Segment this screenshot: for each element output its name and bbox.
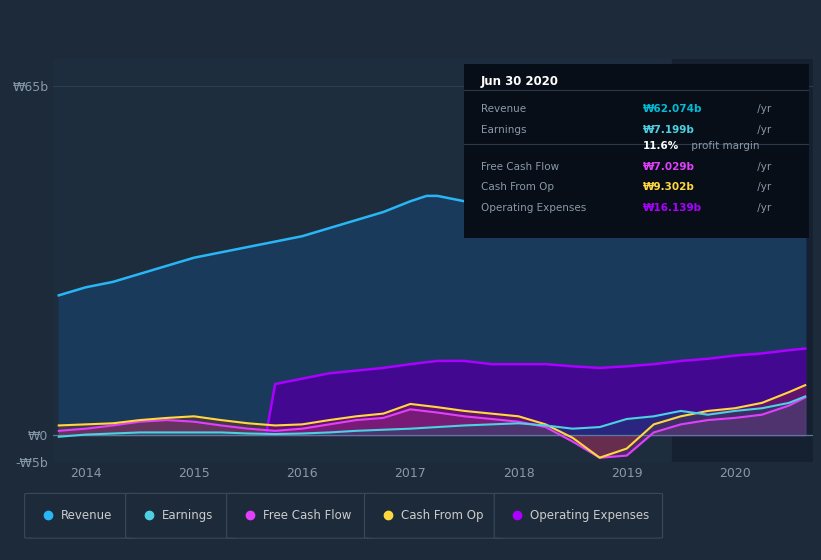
Text: Jun 30 2020: Jun 30 2020	[481, 75, 559, 88]
Text: /yr: /yr	[754, 125, 771, 135]
Text: ₩7.029b: ₩7.029b	[643, 162, 695, 171]
FancyBboxPatch shape	[126, 493, 236, 538]
Text: Cash From Op: Cash From Op	[401, 508, 483, 522]
Text: Operating Expenses: Operating Expenses	[530, 508, 649, 522]
Text: Free Cash Flow: Free Cash Flow	[481, 162, 559, 171]
Text: 11.6%: 11.6%	[643, 141, 680, 151]
FancyBboxPatch shape	[227, 493, 374, 538]
Text: Operating Expenses: Operating Expenses	[481, 203, 586, 213]
FancyBboxPatch shape	[494, 493, 663, 538]
Text: ₩9.302b: ₩9.302b	[643, 183, 695, 193]
Text: Cash From Op: Cash From Op	[481, 183, 554, 193]
Text: Free Cash Flow: Free Cash Flow	[263, 508, 351, 522]
Text: Revenue: Revenue	[481, 104, 526, 114]
Text: ₩62.074b: ₩62.074b	[643, 104, 703, 114]
Text: Earnings: Earnings	[481, 125, 526, 135]
Text: ₩16.139b: ₩16.139b	[643, 203, 702, 213]
FancyBboxPatch shape	[25, 493, 135, 538]
Text: ₩7.199b: ₩7.199b	[643, 125, 695, 135]
Bar	[672, 59, 813, 462]
FancyBboxPatch shape	[365, 493, 504, 538]
Text: /yr: /yr	[754, 104, 771, 114]
Text: Earnings: Earnings	[162, 508, 213, 522]
Text: /yr: /yr	[754, 203, 771, 213]
Text: /yr: /yr	[754, 162, 771, 171]
Text: profit margin: profit margin	[688, 141, 759, 151]
Text: /yr: /yr	[754, 183, 771, 193]
Text: Revenue: Revenue	[61, 508, 112, 522]
